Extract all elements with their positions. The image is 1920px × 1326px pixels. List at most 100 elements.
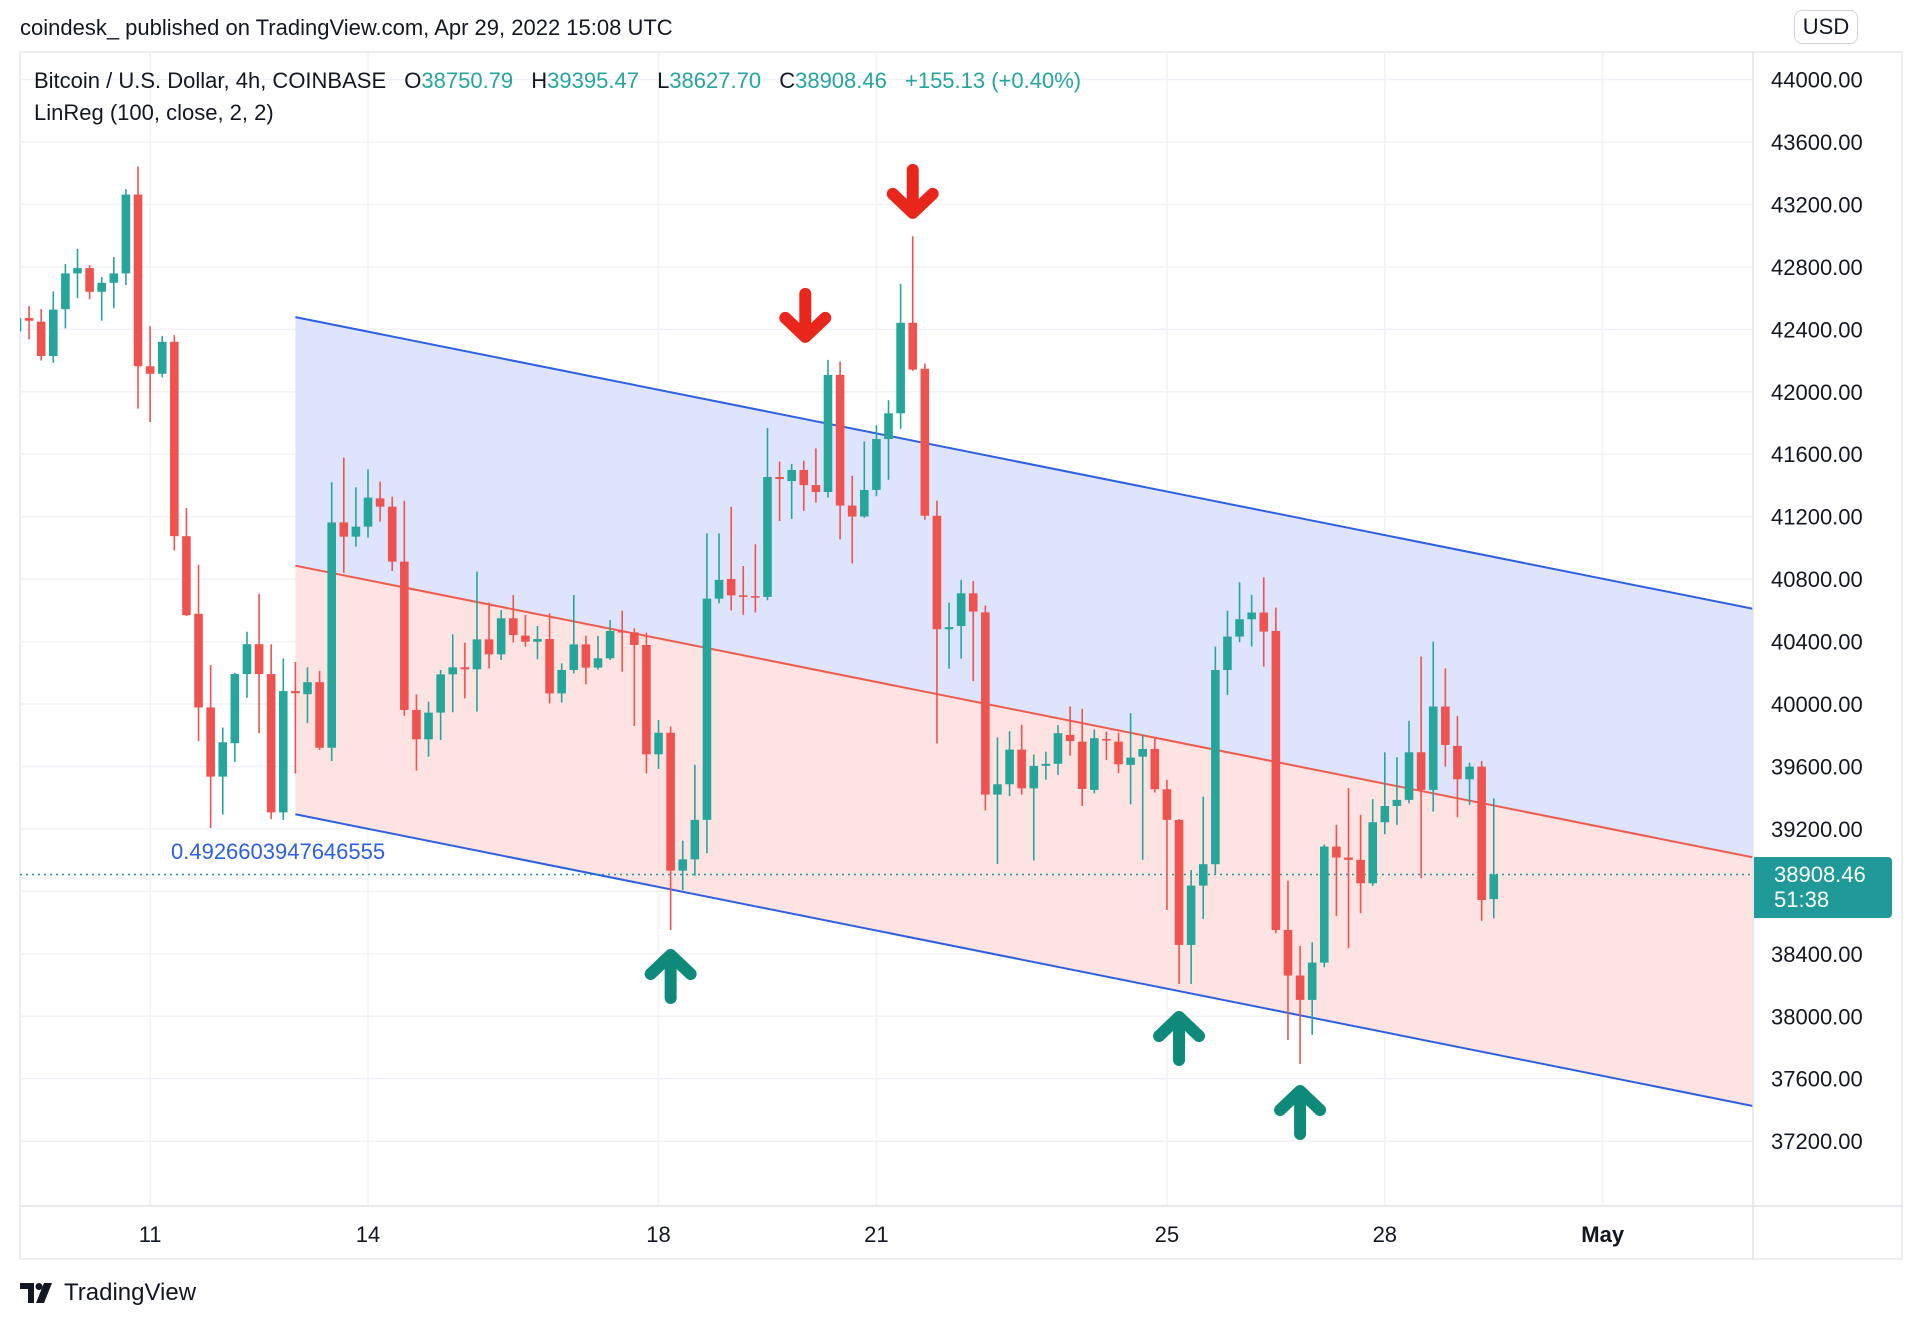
candle-body xyxy=(436,674,445,713)
candle-down xyxy=(1259,577,1269,667)
candle-down xyxy=(1477,760,1486,921)
candle-body xyxy=(133,194,143,367)
time-tick-label: 25 xyxy=(1155,1222,1179,1247)
arrow-head xyxy=(644,949,697,981)
candle-body xyxy=(811,485,821,492)
candle-down xyxy=(521,615,530,647)
price-tick-label: 41600.00 xyxy=(1771,442,1863,467)
candle-up xyxy=(121,189,131,286)
candle-body xyxy=(182,536,191,616)
candle-body xyxy=(666,732,675,871)
candle-down xyxy=(1332,824,1341,916)
candle-up xyxy=(1392,757,1402,825)
candle-body xyxy=(375,498,385,507)
price-tick-label: 39200.00 xyxy=(1771,817,1863,842)
linreg-upper-line xyxy=(295,316,1753,610)
candle-up xyxy=(73,248,82,299)
candle-body xyxy=(751,596,760,598)
candle-down xyxy=(1102,731,1111,760)
candle-up xyxy=(557,663,566,703)
candle-down xyxy=(811,448,821,503)
symbol-title[interactable]: Bitcoin / U.S. Dollar, 4h, COINBASE xyxy=(34,68,387,93)
candle-body xyxy=(1404,752,1414,800)
candle-body xyxy=(993,784,1002,795)
candle-down xyxy=(182,508,191,617)
candle-body xyxy=(605,630,615,659)
candle-down xyxy=(36,309,46,361)
candle-body xyxy=(763,477,772,597)
price-tick-label: 39600.00 xyxy=(1771,754,1863,779)
candle-body xyxy=(1307,962,1317,1000)
candle-body xyxy=(36,321,46,356)
candle-up xyxy=(956,579,966,659)
candle-down xyxy=(1356,814,1365,914)
price-tick-label: 42800.00 xyxy=(1771,255,1863,280)
candle-down xyxy=(1150,738,1160,793)
candle-body xyxy=(968,593,978,612)
candle-up xyxy=(1126,713,1135,805)
candle-body xyxy=(1283,929,1293,976)
candle-body xyxy=(920,368,930,516)
candle-up xyxy=(109,257,119,309)
candle-body xyxy=(726,578,736,596)
candle-body xyxy=(944,627,954,630)
candle-body xyxy=(1332,846,1341,858)
candle-body xyxy=(1477,766,1486,900)
candle-body xyxy=(1247,612,1256,620)
candle-up xyxy=(714,533,724,604)
candle-down xyxy=(400,500,409,716)
candle-up xyxy=(763,427,772,601)
candle-down xyxy=(835,361,845,540)
candle-body xyxy=(1077,741,1087,789)
indicator-legend[interactable]: LinReg (100, close, 2, 2) xyxy=(34,100,274,125)
candle-up xyxy=(448,634,458,713)
candle-body xyxy=(1271,630,1281,930)
candle-body xyxy=(1017,749,1026,789)
candle-up xyxy=(654,719,663,769)
arrow-up-icon xyxy=(1153,1010,1206,1066)
candle-up xyxy=(787,463,796,520)
candle-body xyxy=(1441,706,1450,745)
candle-up xyxy=(278,658,288,820)
candle-down xyxy=(726,506,736,611)
last-price-value: 38908.46 xyxy=(1774,862,1866,887)
candle-up xyxy=(1053,725,1063,775)
bar-countdown: 51:38 xyxy=(1774,887,1830,912)
linreg-upper-fill xyxy=(295,317,1753,858)
candle-up xyxy=(872,425,881,497)
candle-down xyxy=(254,593,264,734)
price-tick-label: 38400.00 xyxy=(1771,942,1863,967)
candle-down xyxy=(617,610,627,672)
currency-button[interactable]: USD xyxy=(1794,10,1858,44)
low-label: L xyxy=(657,68,670,93)
candle-down xyxy=(920,363,930,520)
candle-body xyxy=(73,268,82,274)
candle-body xyxy=(872,439,881,490)
candle-down xyxy=(847,475,857,564)
published-info: coindesk_ published on TradingView.com, … xyxy=(20,15,673,40)
brand-name[interactable]: TradingView xyxy=(64,1279,197,1306)
candle-down xyxy=(194,564,203,742)
candle-down xyxy=(133,166,143,409)
candle-body xyxy=(835,374,845,506)
candle-body xyxy=(1102,738,1111,741)
candle-down xyxy=(1114,732,1123,774)
candle-up xyxy=(230,672,240,762)
candle-body xyxy=(630,632,639,646)
candle-body xyxy=(351,526,361,537)
candle-up xyxy=(436,669,445,741)
candle-body xyxy=(278,691,288,813)
candle-body xyxy=(533,639,542,642)
candle-body xyxy=(1319,846,1329,963)
candle-body xyxy=(1211,669,1220,865)
price-tick-label: 43200.00 xyxy=(1771,192,1863,217)
price-tick-label: 44000.00 xyxy=(1771,67,1863,92)
candle-body xyxy=(472,639,482,670)
candle-up xyxy=(327,482,336,762)
candle-body xyxy=(1259,612,1269,632)
high-value: 39395.47 xyxy=(547,68,639,93)
candle-down xyxy=(630,628,639,727)
candle-body xyxy=(956,593,966,626)
candle-down xyxy=(206,665,215,828)
